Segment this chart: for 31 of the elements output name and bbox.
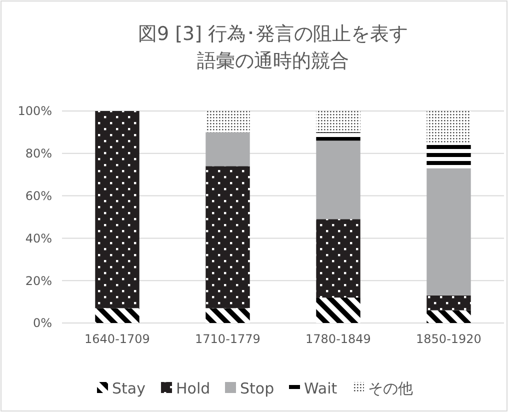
x-tick-label: 1850-1920: [416, 332, 482, 346]
legend-label: その他: [368, 379, 413, 398]
legend-label: Hold: [176, 379, 210, 398]
bar: [206, 308, 250, 323]
bar: [206, 111, 250, 132]
bar: [426, 295, 471, 310]
bar: [426, 168, 471, 296]
bar: [426, 310, 471, 323]
bar: [316, 219, 360, 298]
bar: [316, 111, 360, 132]
y-tick-label: 100%: [18, 104, 52, 118]
bar: [95, 308, 140, 323]
bar: [426, 111, 471, 143]
bar: [206, 132, 250, 166]
x-tick-label: 1640-1709: [84, 332, 150, 346]
bar: [316, 298, 360, 323]
y-tick-label: 60%: [25, 189, 52, 203]
x-tick-label: 1710-1779: [195, 332, 260, 346]
x-tick-label: 1780-1849: [306, 332, 371, 346]
legend-label: Stop: [240, 379, 274, 398]
legend-label: Wait: [304, 379, 338, 398]
chart-title: 図9 [3] 行為･発言の阻止を表す語彙の通時的競合: [138, 23, 408, 72]
y-tick-label: 80%: [25, 146, 52, 161]
y-tick-label: 40%: [25, 231, 52, 246]
bar: [206, 166, 250, 308]
bar: [95, 111, 140, 308]
y-tick-label: 0%: [32, 316, 52, 330]
bar: [316, 132, 360, 141]
legend-label: Stay: [112, 379, 146, 398]
bar: [316, 140, 360, 220]
y-tick-label: 20%: [25, 274, 52, 288]
